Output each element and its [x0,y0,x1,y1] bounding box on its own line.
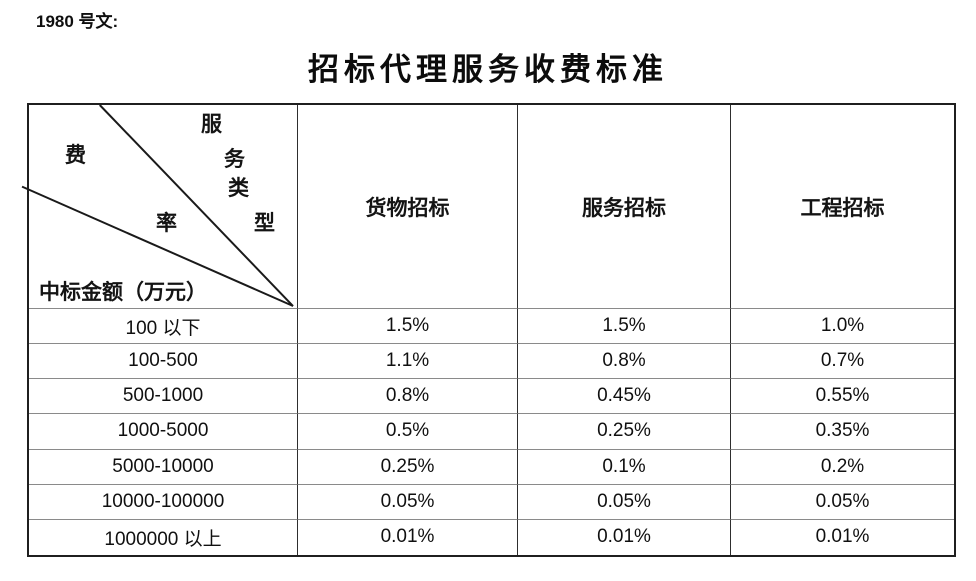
amount-range-cell: 5000-10000 [29,449,298,485]
corner-label-service-type-char: 服 [201,112,222,136]
rate-cell: 0.25% [518,414,731,450]
amount-range-cell: 500-1000 [29,379,298,415]
rate-cell: 0.25% [298,449,518,485]
rate-cell: 1.5% [298,309,518,345]
rate-cell: 0.01% [731,519,954,555]
corner-label-rate-char: 费 [65,143,86,167]
corner-label-service-type-char: 类 [228,176,249,200]
rate-cell: 1.1% [298,344,518,380]
rate-cell: 0.35% [731,414,954,450]
rate-cell: 0.8% [298,379,518,415]
rate-cell: 0.45% [518,379,731,415]
rate-cell: 1.5% [518,309,731,345]
column-header-service: 服务招标 [518,105,731,309]
amount-range-cell: 100-500 [29,344,298,380]
amount-range-cell: 100 以下 [29,309,298,345]
rate-cell: 0.01% [518,519,731,555]
rate-cell: 0.8% [518,344,731,380]
column-header-engineering: 工程招标 [731,105,954,309]
doc-ref: 1980 号文: [36,12,119,31]
corner-label-rate-char: 率 [156,211,177,235]
corner-label-amount: 中标金额（万元） [39,280,207,304]
page-title: 招标代理服务收费标准 [308,52,668,87]
column-header-goods: 货物招标 [298,105,518,309]
rate-cell: 1.0% [731,309,954,345]
rate-cell: 0.55% [731,379,954,415]
amount-range-cell: 1000-5000 [29,414,298,450]
rate-cell: 0.5% [298,414,518,450]
corner-label-service-type-char: 务 [224,147,245,171]
fee-rate-table: 服 务 类 型 费 率 中标金额（万元） 货物招标 服务招标 工程招标 100 … [21,103,956,557]
rate-cell: 0.05% [731,484,954,520]
corner-label-service-type-char: 型 [254,211,275,235]
rate-cell: 0.7% [731,344,954,380]
rate-cell: 0.01% [298,519,518,555]
rate-cell: 0.05% [518,484,731,520]
diagonal-divider-lines [21,104,294,307]
amount-range-cell: 1000000 以上 [29,519,298,555]
corner-header-cell: 服 务 类 型 费 率 中标金额（万元） [21,104,298,309]
rate-cell: 0.1% [518,449,731,485]
amount-range-cell: 10000-100000 [29,484,298,520]
rate-cell: 0.05% [298,484,518,520]
rate-cell: 0.2% [731,449,954,485]
